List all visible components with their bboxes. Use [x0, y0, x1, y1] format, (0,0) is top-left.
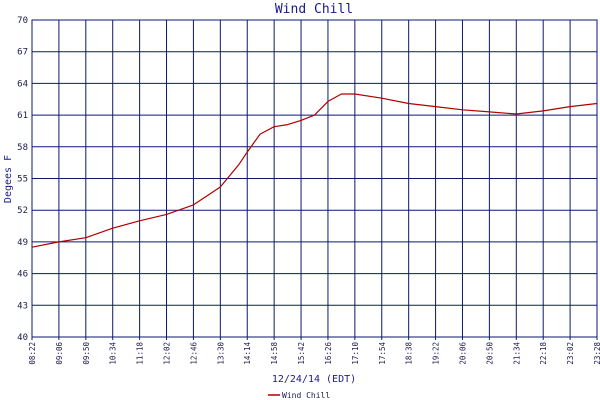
- x-tick-label: 20:50: [485, 342, 494, 365]
- legend-label-wind-chill: Wind Chill: [282, 391, 330, 400]
- y-tick-label: 49: [17, 238, 28, 248]
- x-tick-label: 10:34: [109, 342, 118, 365]
- y-tick-label: 55: [17, 175, 28, 185]
- x-tick-label: 12:02: [163, 342, 172, 365]
- y-tick-label: 61: [17, 111, 28, 121]
- x-tick-label: 11:18: [136, 342, 145, 365]
- x-tick-label: 22:18: [539, 342, 548, 365]
- x-tick-label: 08:22: [28, 342, 37, 365]
- x-tick-label: 12:46: [189, 342, 198, 365]
- y-tick-label: 40: [17, 333, 28, 343]
- x-tick-label: 09:50: [82, 342, 91, 365]
- x-tick-label: 14:14: [243, 342, 252, 365]
- x-tick-label: 15:42: [297, 342, 306, 365]
- series-layer: [31, 93, 598, 248]
- x-tick-label: 16:26: [324, 342, 333, 365]
- x-tick-label: 18:38: [405, 342, 414, 365]
- x-tick-labels: 08:22 09:06 09:50 10:34 11:18 12:02 12:46 13:30…: [28, 342, 600, 365]
- y-tick-label: 64: [17, 79, 28, 89]
- x-tick-label: 17:54: [378, 342, 387, 365]
- x-tick-label: 21:34: [512, 342, 521, 365]
- y-tick-label: 46: [17, 270, 28, 280]
- x-tick-label: 23:02: [566, 342, 575, 365]
- x-axis-label: 12/24/14 (EDT): [272, 374, 356, 385]
- x-tick-label: 20:06: [458, 342, 467, 365]
- y-tick-label: 43: [17, 301, 28, 311]
- chart-title: Wind Chill: [275, 2, 353, 17]
- x-tick-label: 14:58: [270, 342, 279, 365]
- x-tick-label: 17:10: [351, 342, 360, 365]
- x-tick-label: 13:30: [216, 342, 225, 365]
- x-tick-label: 23:28: [593, 342, 600, 365]
- y-tick-label: 52: [17, 206, 28, 216]
- y-tick-label: 67: [17, 48, 28, 58]
- x-tick-label: 19:22: [432, 342, 441, 365]
- grid: [31, 19, 598, 340]
- y-axis-label: Degees F: [3, 155, 14, 203]
- y-tick-label: 70: [17, 16, 28, 26]
- series-line-wind-chill: [31, 93, 598, 248]
- legend: Wind Chill: [268, 391, 330, 400]
- y-tick-labels: 40 43 46 49 52 55 58 61 64 67 70: [17, 16, 28, 343]
- y-tick-label: 58: [17, 143, 28, 153]
- x-tick-label: 09:06: [55, 342, 64, 365]
